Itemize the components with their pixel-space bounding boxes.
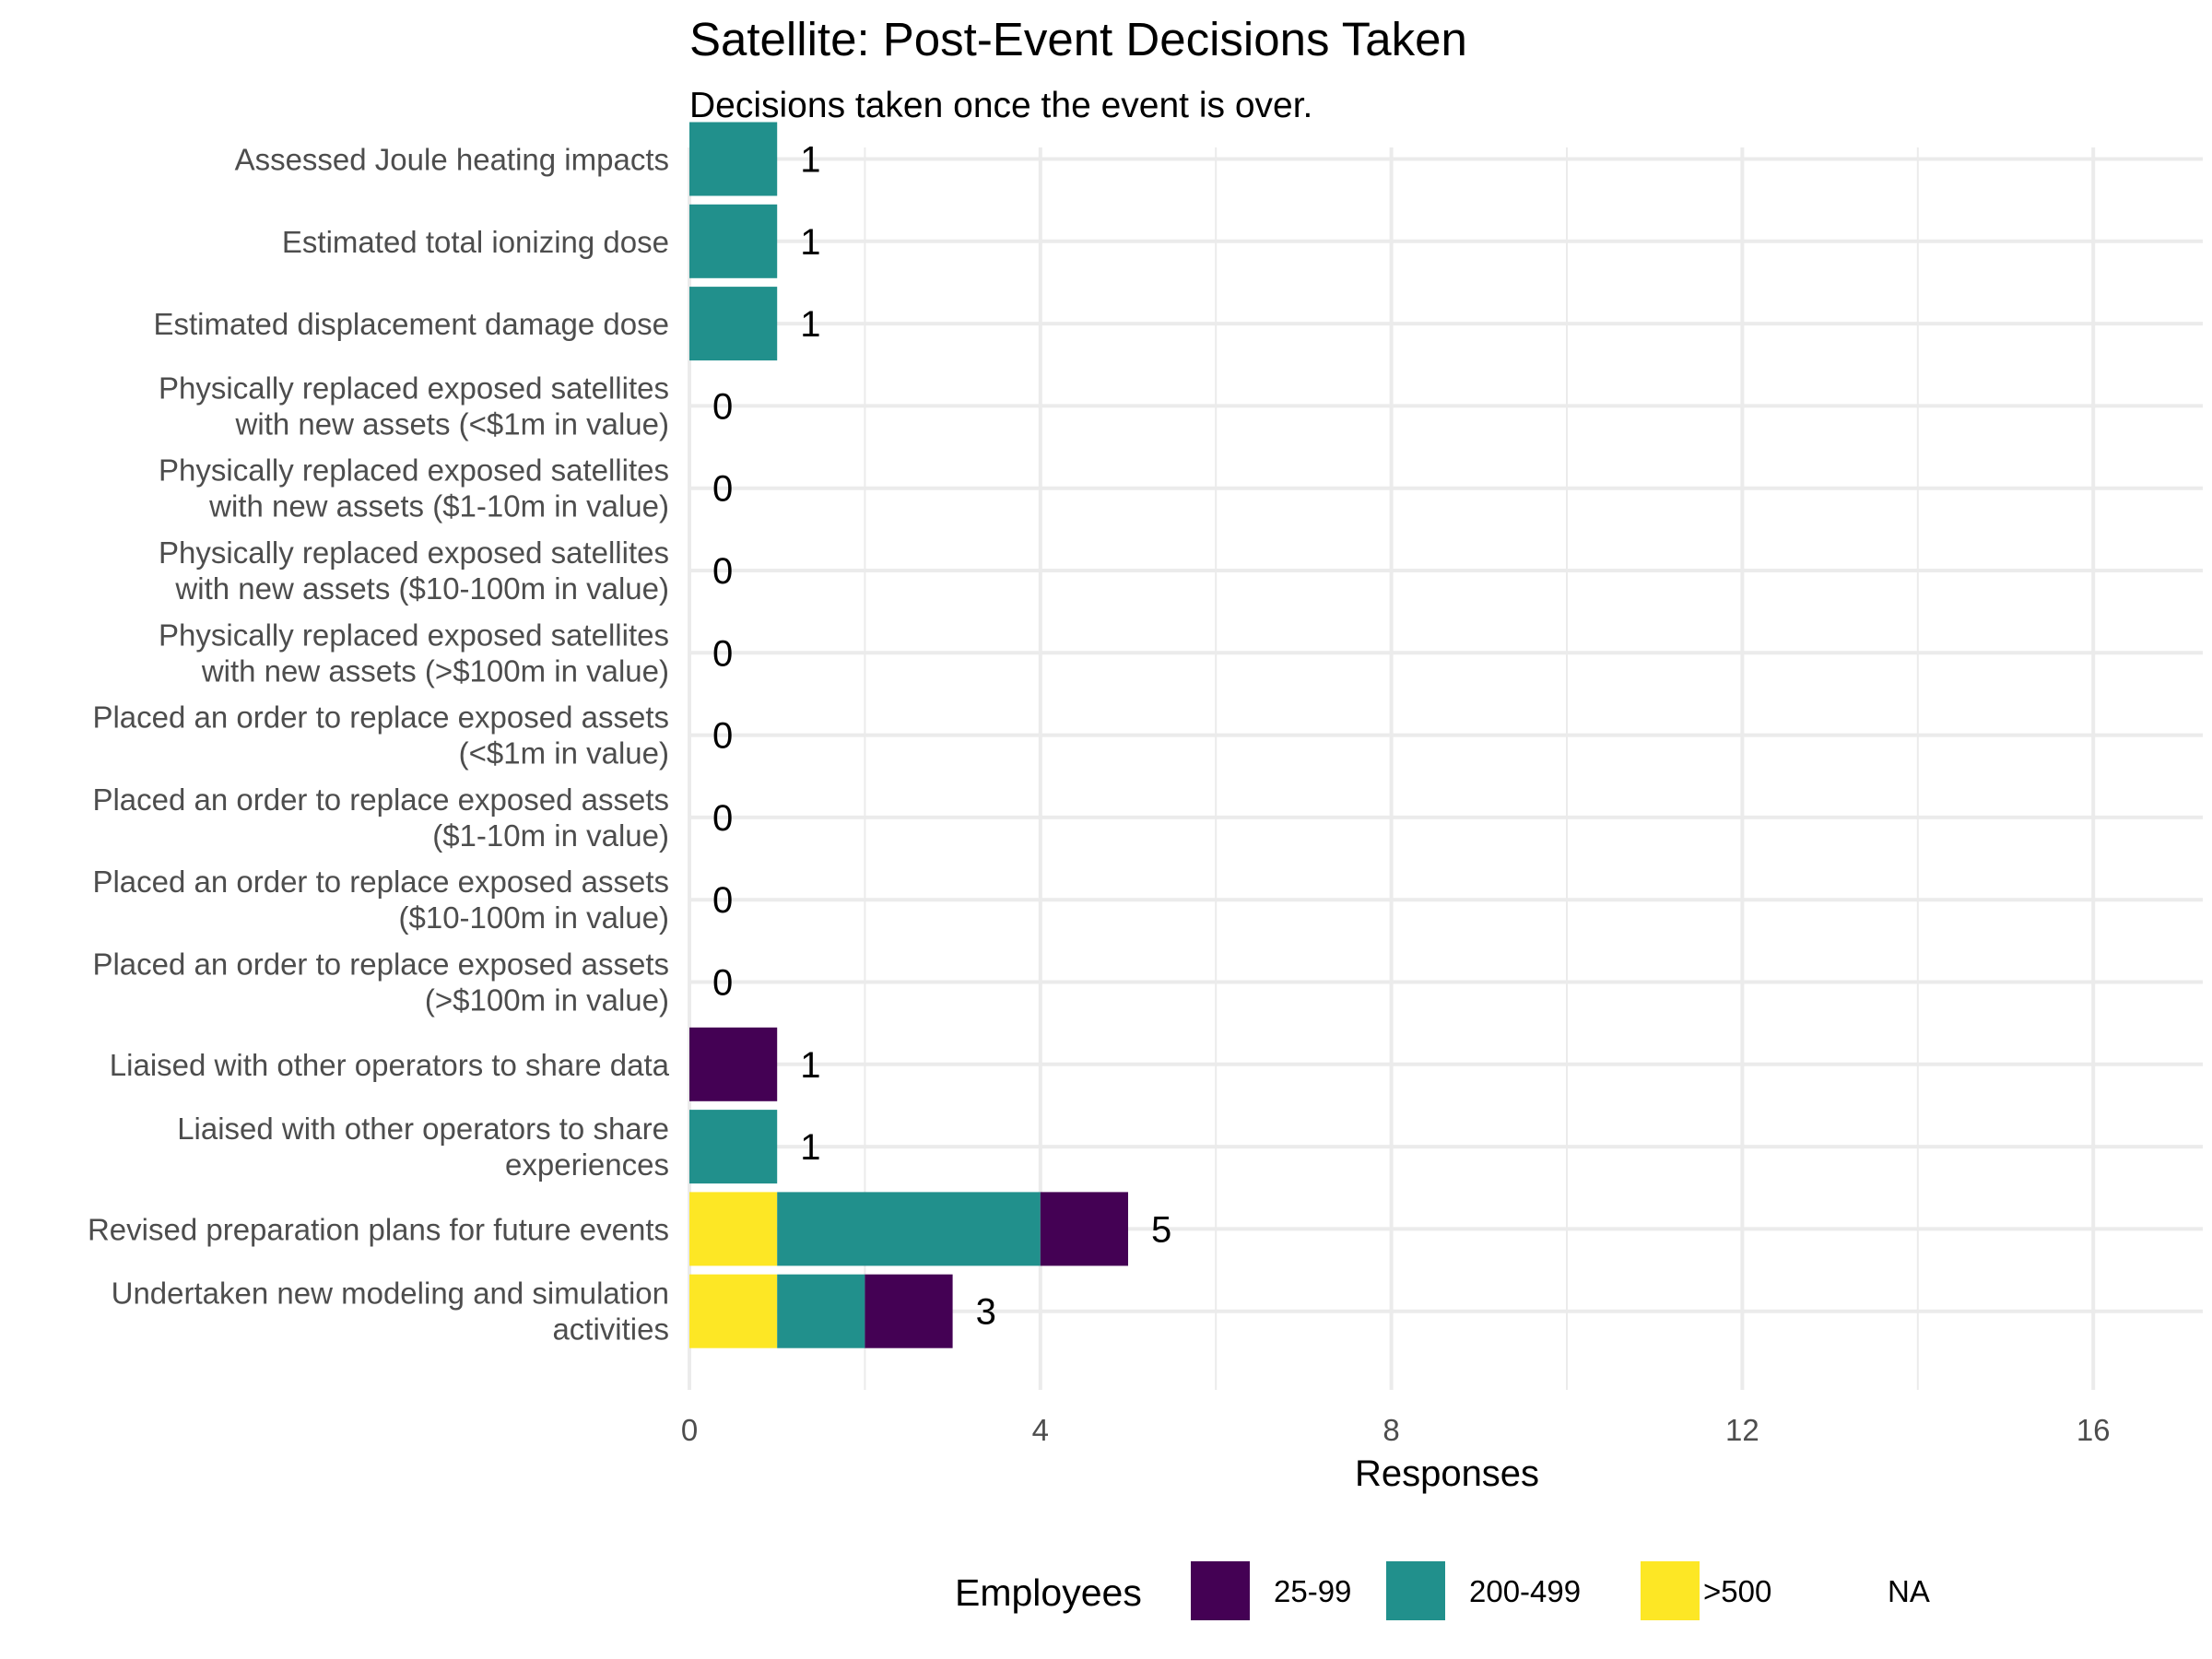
legend-label: >500 <box>1703 1574 1771 1608</box>
legend-title: Employees <box>955 1571 1142 1614</box>
data-label: 1 <box>800 140 820 181</box>
bar-segment <box>1040 1192 1128 1266</box>
data-label: 0 <box>712 716 733 757</box>
category-label: Revised preparation plans for future eve… <box>88 1212 669 1246</box>
bar-segment <box>689 122 778 196</box>
category-label: Physically replaced exposed satellites wi… <box>159 618 669 688</box>
legend: Employees 25-99 200-499 >500 NA <box>955 1561 1930 1620</box>
data-label: 1 <box>800 304 820 345</box>
data-label: 0 <box>712 880 733 921</box>
chart-title: Satellite: Post-Event Decisions Taken <box>689 13 1467 65</box>
x-tick-label: 0 <box>681 1413 698 1447</box>
legend-label: 200-499 <box>1469 1574 1581 1608</box>
data-label: 3 <box>976 1292 996 1333</box>
category-label: Liaised with other operators to share da… <box>110 1048 670 1082</box>
legend-label: NA <box>1888 1574 1930 1608</box>
category-label: Physically replaced exposed satellites wi… <box>159 453 669 524</box>
data-label: 0 <box>712 963 733 1004</box>
x-tick-label: 12 <box>1725 1413 1759 1447</box>
category-label: Placed an order to replace exposed asset… <box>92 700 669 771</box>
legend-label: 25-99 <box>1274 1574 1351 1608</box>
legend-key <box>1641 1561 1700 1620</box>
data-labels: 1 1 1 0 0 0 0 0 0 0 0 1 1 5 3 <box>712 140 1171 1333</box>
bar-segment <box>865 1274 953 1348</box>
grid-lines <box>688 147 2203 1390</box>
data-label: 0 <box>712 798 733 839</box>
data-label: 1 <box>800 1045 820 1086</box>
x-tick-label: 8 <box>1382 1413 1399 1447</box>
data-label: 1 <box>800 1127 820 1168</box>
data-label: 1 <box>800 222 820 263</box>
bar-segment <box>689 287 778 361</box>
category-label: Undertaken new modeling and simulation ac… <box>112 1277 669 1347</box>
chart-subtitle: Decisions taken once the event is over. <box>689 86 1312 125</box>
data-label: 0 <box>712 469 733 510</box>
category-label: Estimated total ionizing dose <box>282 225 669 259</box>
category-label: Liaised with other operators to share exp… <box>177 1112 669 1182</box>
category-label: Placed an order to replace exposed asset… <box>92 947 669 1018</box>
bar-segment <box>689 1027 778 1101</box>
x-tick-label: 4 <box>1032 1413 1049 1447</box>
bar-segment <box>689 1274 778 1348</box>
bar-segment <box>689 1110 778 1184</box>
bar-segment <box>777 1274 865 1348</box>
legend-key <box>1386 1561 1445 1620</box>
category-label: Placed an order to replace exposed asset… <box>92 865 669 935</box>
bar-segment <box>689 1192 778 1266</box>
bar-segment <box>777 1192 1041 1266</box>
data-label: 5 <box>1151 1209 1171 1250</box>
data-label: 0 <box>712 551 733 592</box>
legend-key <box>1191 1561 1250 1620</box>
x-tick-label: 16 <box>2077 1413 2111 1447</box>
data-label: 0 <box>712 633 733 674</box>
x-axis-title: Responses <box>1355 1453 1539 1494</box>
category-label: Placed an order to replace exposed asset… <box>92 782 669 853</box>
category-label: Physically replaced exposed satellites wi… <box>159 371 669 441</box>
data-label: 0 <box>712 386 733 427</box>
bar-segment <box>689 204 778 278</box>
category-label: Estimated displacement damage dose <box>154 307 670 341</box>
bars <box>689 122 1128 1348</box>
x-axis-tick-labels: 0 4 8 12 16 <box>681 1413 2111 1447</box>
category-labels: Assessed Joule heating impacts Estimated … <box>88 143 670 1347</box>
category-label: Physically replaced exposed satellites wi… <box>159 535 669 606</box>
category-label: Assessed Joule heating impacts <box>235 143 669 177</box>
